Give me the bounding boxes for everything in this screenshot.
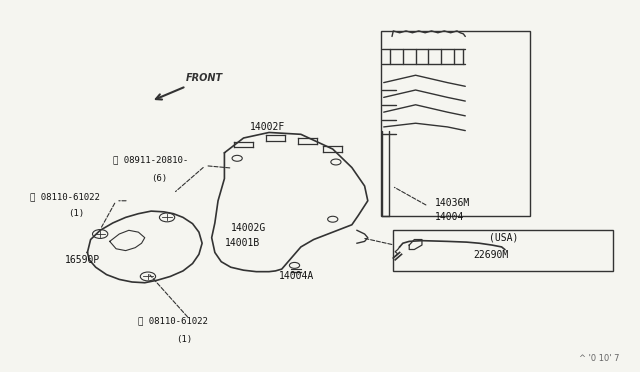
Text: 14002F: 14002F	[250, 122, 285, 132]
Text: 22690M: 22690M	[473, 250, 508, 260]
Text: 14001B: 14001B	[225, 238, 260, 248]
Text: (1): (1)	[177, 335, 193, 344]
Text: 14036M: 14036M	[435, 198, 470, 208]
Text: 14004A: 14004A	[278, 272, 314, 282]
Text: (6): (6)	[151, 174, 167, 183]
Text: 16590P: 16590P	[65, 255, 100, 265]
Text: ⓝ 08911-20810-: ⓝ 08911-20810-	[113, 155, 188, 164]
Text: Ⓑ 08110-61022: Ⓑ 08110-61022	[138, 316, 208, 325]
Text: ^ '0 10' 7: ^ '0 10' 7	[579, 354, 620, 363]
Text: 14004: 14004	[435, 212, 464, 222]
Text: Ⓑ 08110-61022: Ⓑ 08110-61022	[30, 193, 100, 202]
Text: FRONT: FRONT	[186, 73, 223, 83]
Text: 14002G: 14002G	[231, 224, 266, 234]
Text: (1): (1)	[68, 209, 84, 218]
Text: (USA): (USA)	[489, 233, 518, 243]
